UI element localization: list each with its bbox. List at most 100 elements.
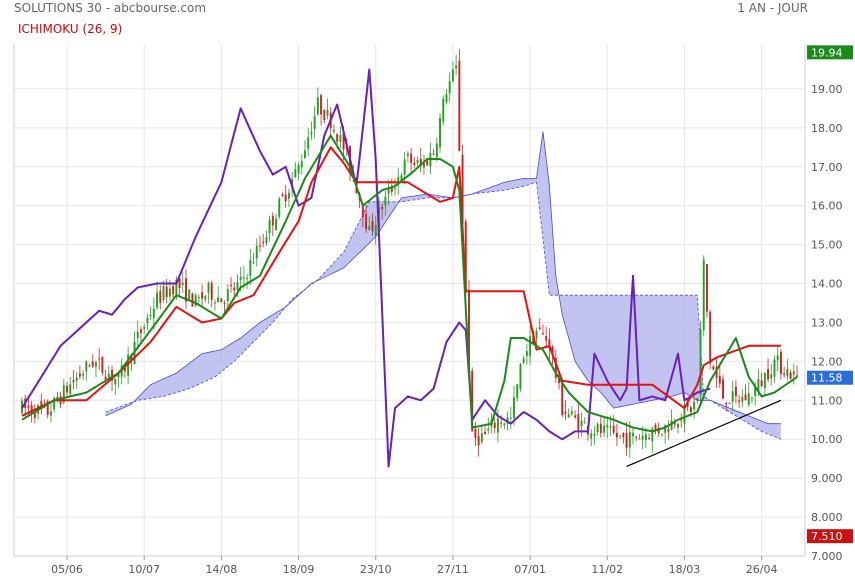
candle-body [480, 433, 483, 442]
candle-body [275, 218, 278, 231]
candle-body [561, 381, 564, 416]
candle-body [111, 370, 114, 381]
candle-body [725, 402, 728, 405]
candle-body [451, 69, 454, 82]
candle-body [94, 362, 97, 367]
x-tick-label: 18/09 [283, 563, 315, 576]
candle-body [529, 336, 532, 356]
candle-body [767, 368, 770, 380]
candle-body [641, 435, 644, 440]
y-tick-label: 19.00 [811, 83, 843, 96]
candle-body [281, 194, 284, 196]
candle-body [696, 398, 699, 400]
candle-body [644, 434, 647, 441]
candle-body [40, 401, 43, 408]
candle-body [445, 94, 448, 103]
candle-body [519, 364, 522, 390]
price-tag-high [807, 45, 853, 60]
candle-body [178, 278, 181, 289]
candle-body [435, 143, 438, 158]
candle-body [236, 282, 239, 290]
candle-body [628, 431, 631, 448]
candle-body [728, 402, 731, 404]
candle-body [622, 432, 625, 438]
candle-body [53, 397, 56, 410]
candle-body [207, 283, 210, 293]
candle-body [168, 288, 171, 297]
candle-body [574, 415, 577, 418]
candle-body [62, 385, 65, 403]
candle-body [332, 129, 335, 132]
candle-body [88, 365, 91, 367]
candle-body [760, 380, 763, 386]
price-tag-low [807, 529, 853, 544]
candle-body [172, 286, 175, 295]
candle-body [776, 355, 779, 361]
candle-body [191, 293, 194, 307]
candle-body [381, 206, 384, 210]
candle-body [69, 384, 72, 395]
candle-body [677, 424, 679, 428]
candle-body [651, 428, 654, 442]
candle-body [326, 109, 329, 116]
candle-body [185, 278, 187, 302]
candle-body [554, 357, 557, 378]
candle-body [85, 361, 88, 372]
candle-body [619, 435, 622, 437]
price-tag-last [807, 370, 853, 385]
candle-body [400, 175, 403, 182]
senkou-span-b [105, 181, 782, 440]
y-tick-label: 17.00 [811, 161, 843, 174]
candle-body [638, 438, 641, 440]
candle-body [313, 116, 316, 130]
candle-body [284, 194, 287, 202]
x-tick-label: 14/08 [206, 563, 238, 576]
candle-body [757, 378, 760, 392]
candle-body [461, 154, 464, 224]
period-label[interactable]: 1 AN - JOUR [737, 1, 808, 15]
candle-body [680, 419, 683, 421]
tenkan-sen [21, 146, 781, 417]
candle-body [268, 219, 271, 234]
candle-body [625, 433, 628, 448]
candle-body [336, 134, 339, 142]
candle-body [114, 378, 117, 385]
candle-body [464, 221, 467, 293]
candle-body [596, 424, 599, 433]
y-tick-label: 16.00 [811, 200, 843, 213]
candle-body [72, 380, 75, 383]
candle-body [252, 262, 255, 264]
candle-body [709, 311, 712, 364]
candle-body [516, 384, 519, 399]
y-tick-label: 18.00 [811, 122, 843, 135]
candle-body [731, 391, 734, 402]
indicator-lines [21, 68, 798, 468]
candle-body [712, 366, 715, 370]
candle-body [416, 160, 419, 163]
y-tick-label: 11.00 [811, 394, 843, 407]
candle-body [403, 159, 406, 175]
x-tick-label: 26/04 [746, 563, 778, 576]
candle-body [361, 204, 364, 218]
indicator-label: ICHIMOKU (26, 9) [18, 22, 123, 36]
candle-body [609, 426, 612, 428]
chart-title: SOLUTIONS 30 - abcbourse.com [14, 1, 207, 15]
candle-body [503, 423, 506, 425]
candle-body [143, 326, 146, 330]
candle-body [175, 279, 178, 298]
candle-body [287, 192, 290, 199]
candle-body [580, 420, 583, 427]
candle-body [792, 371, 795, 375]
candle-body [30, 405, 33, 415]
x-tick-label: 07/01 [514, 563, 546, 576]
candle-body [223, 303, 226, 305]
candle-body [323, 110, 326, 121]
candle-body [786, 368, 789, 376]
candle-body [564, 411, 567, 414]
ichimoku-cloud [105, 131, 782, 440]
x-tick-label: 27/11 [437, 563, 469, 576]
candle-body [683, 404, 686, 424]
candle-body [66, 386, 68, 393]
candle-body [423, 161, 425, 168]
candle-body [259, 245, 261, 247]
